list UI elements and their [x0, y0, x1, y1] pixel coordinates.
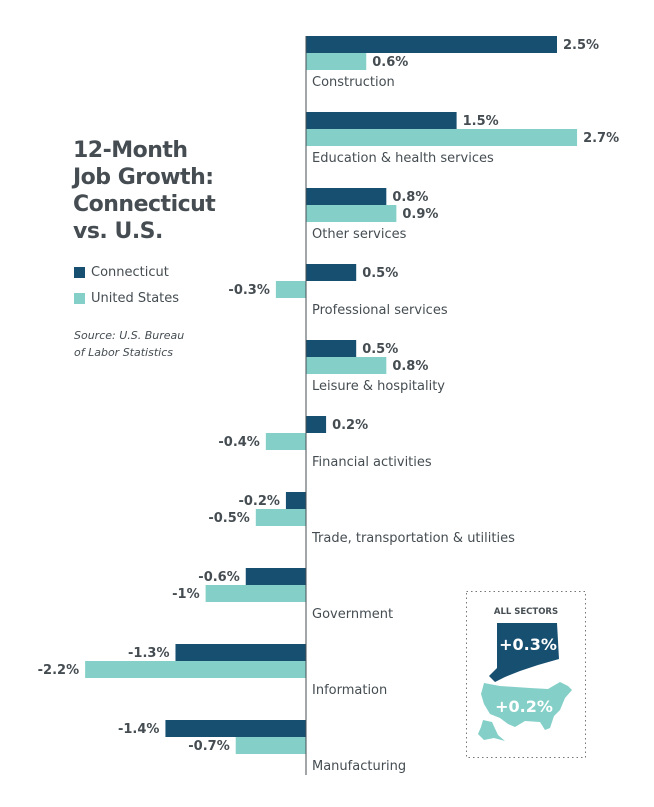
legend-swatch	[74, 267, 85, 278]
legend-connecticut: Connecticut	[74, 265, 169, 280]
bar-ct	[306, 36, 557, 53]
data-label: 0.6%	[372, 55, 408, 70]
all-sectors-inset: ALL SECTORS +0.3% +0.2%	[466, 591, 586, 758]
category-label: Government	[312, 607, 393, 622]
data-label: 0.8%	[392, 190, 428, 205]
connecticut-map-icon	[489, 623, 559, 682]
category-label: Professional services	[312, 303, 448, 318]
title-line: Connecticut	[73, 192, 216, 217]
legend-label: United States	[91, 291, 180, 306]
bar-us	[306, 357, 387, 374]
title-line: Job Growth:	[73, 165, 214, 190]
data-label: 1.5%	[463, 114, 499, 129]
category-label: Construction	[312, 75, 395, 90]
data-label: -2.2%	[38, 663, 79, 678]
data-label: -0.7%	[188, 739, 229, 754]
category-label: Education & health services	[312, 151, 494, 166]
data-label: 2.7%	[583, 131, 619, 146]
bar-ct	[175, 644, 306, 661]
data-label: 0.5%	[362, 342, 398, 357]
bar-us	[265, 433, 306, 450]
inset-us-value: +0.2%	[495, 697, 553, 716]
legend-united-states: United States	[74, 291, 179, 306]
bar-us	[306, 205, 397, 222]
data-label: -0.3%	[228, 283, 269, 298]
data-label: -0.2%	[238, 494, 279, 509]
source-note: Source: U.S. Bureau of Labor Statistics	[74, 327, 184, 361]
inset-border	[466, 591, 586, 758]
data-label: 0.2%	[332, 418, 368, 433]
data-label: -0.4%	[218, 435, 259, 450]
source-line: of Labor Statistics	[74, 346, 173, 359]
bar-us	[306, 53, 367, 70]
bar-us	[255, 509, 306, 526]
bar-ct	[165, 720, 306, 737]
bar-ct	[306, 188, 387, 205]
data-label: 0.5%	[362, 266, 398, 281]
us-map-icon	[481, 682, 572, 730]
category-label: Leisure & hospitality	[312, 379, 445, 394]
data-label: -0.5%	[208, 511, 249, 526]
legend-swatch	[74, 293, 85, 304]
bar-ct	[306, 340, 357, 357]
data-label: 0.8%	[392, 359, 428, 374]
alaska-map-icon	[478, 720, 505, 741]
category-label: Financial activities	[312, 455, 432, 470]
data-label: 0.9%	[402, 207, 438, 222]
bar-ct	[245, 568, 306, 585]
data-label: 2.5%	[563, 38, 599, 53]
title-line: vs. U.S.	[73, 219, 163, 244]
bar-ct	[285, 492, 306, 509]
bar-ct	[306, 264, 357, 281]
data-label: -1.3%	[128, 646, 169, 661]
chart-title: 12-Month Job Growth: Connecticut vs. U.S…	[73, 137, 216, 245]
legend-label: Connecticut	[91, 265, 169, 280]
inset-connecticut-value: +0.3%	[499, 635, 557, 654]
bar-us	[306, 129, 578, 146]
inset-heading: ALL SECTORS	[494, 607, 558, 617]
bar-ct	[306, 112, 457, 129]
source-line: Source: U.S. Bureau	[74, 329, 185, 342]
title-line: 12-Month	[73, 138, 188, 163]
category-label: Other services	[312, 227, 407, 242]
bar-us	[235, 737, 306, 754]
category-label: Manufacturing	[312, 759, 406, 774]
data-label: -1%	[172, 587, 199, 602]
category-label: Information	[312, 683, 387, 698]
data-label: -0.6%	[198, 570, 239, 585]
bar-ct	[306, 416, 327, 433]
data-label: -1.4%	[118, 722, 159, 737]
bar-us	[85, 661, 307, 678]
bar-us	[275, 281, 306, 298]
bar-us	[205, 585, 306, 602]
category-label: Trade, transportation & utilities	[311, 531, 515, 546]
